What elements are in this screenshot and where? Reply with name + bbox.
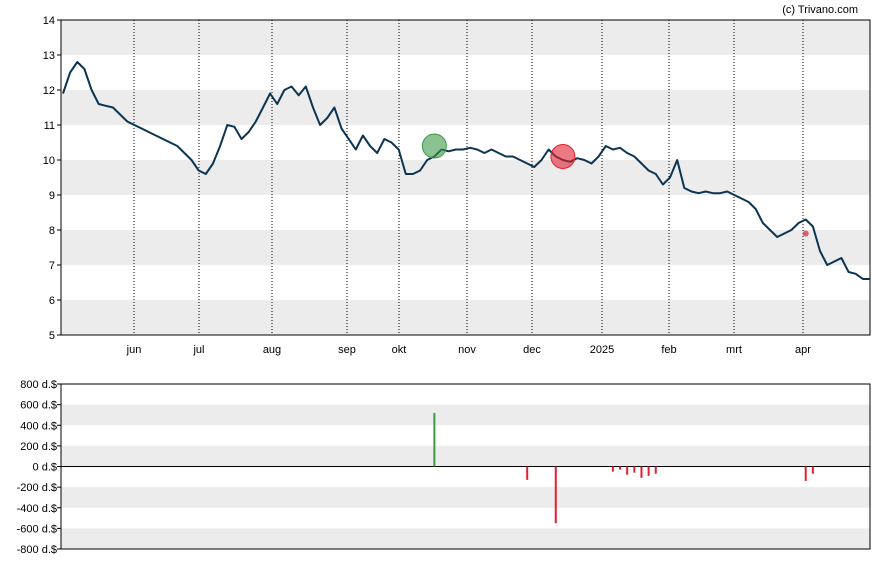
y-tick-label: 12 xyxy=(43,85,55,97)
x-tick-label: feb xyxy=(661,344,676,356)
price-band xyxy=(61,160,870,195)
y-tick-label: 13 xyxy=(43,50,55,62)
sell-marker-small xyxy=(802,230,809,237)
price-band xyxy=(61,230,870,265)
x-tick-label: apr xyxy=(795,344,811,356)
volume-band xyxy=(61,528,870,549)
sell-marker xyxy=(550,144,576,169)
volume-band xyxy=(61,404,870,426)
y-tick-label: 9 xyxy=(49,190,55,202)
price-band xyxy=(61,300,870,335)
x-tick-label: nov xyxy=(458,344,476,356)
price-band xyxy=(61,20,870,55)
buy-marker xyxy=(421,133,447,159)
x-tick-label: mrt xyxy=(726,344,742,356)
y-tick-label: 10 xyxy=(43,155,55,167)
x-tick-label: 2025 xyxy=(590,344,614,356)
price-band xyxy=(61,90,870,125)
credit-text: (c) Trivano.com xyxy=(782,4,858,16)
price-panel: jun jul aug sep okt nov dec 2025 feb mrt apr 5 6 7 8 9 1… xyxy=(43,15,871,356)
y-tick-label: 6 xyxy=(49,295,55,307)
x-tick-label: sep xyxy=(338,344,356,356)
y2-tick-label: 600 d.$ xyxy=(20,400,57,412)
y-tick-label: 14 xyxy=(43,15,55,27)
volume-panel: 800 d.$ 600 d.$ 400 d.$ 200 d.$ 0 d.$ -200 d.… xyxy=(17,379,871,556)
y2-tick-label: 400 d.$ xyxy=(20,420,57,432)
y2-tick-label: 800 d.$ xyxy=(20,379,57,391)
y-tick-label: 5 xyxy=(49,330,55,342)
volume-band xyxy=(61,487,870,508)
y2-tick-label: -200 d.$ xyxy=(17,482,57,494)
y-tick-label: 11 xyxy=(44,120,55,132)
y-tick-label: 8 xyxy=(49,225,55,237)
y2-tick-label: -800 d.$ xyxy=(17,544,57,556)
x-tick-label: dec xyxy=(523,344,541,356)
price-line xyxy=(62,61,870,280)
x-tick-label: jun xyxy=(126,344,142,356)
y2-tick-label: -400 d.$ xyxy=(17,503,57,515)
y2-tick-label: 200 d.$ xyxy=(20,441,57,453)
x-tick-label: aug xyxy=(263,344,281,356)
x-tick-label: jul xyxy=(192,344,204,356)
x-tick-label: okt xyxy=(392,344,407,356)
price-frame xyxy=(60,19,871,336)
y-tick-label: 7 xyxy=(49,260,55,272)
y2-tick-label: -600 d.$ xyxy=(17,523,57,535)
y2-tick-label: 0 d.$ xyxy=(33,462,57,474)
volume-band xyxy=(61,445,870,467)
